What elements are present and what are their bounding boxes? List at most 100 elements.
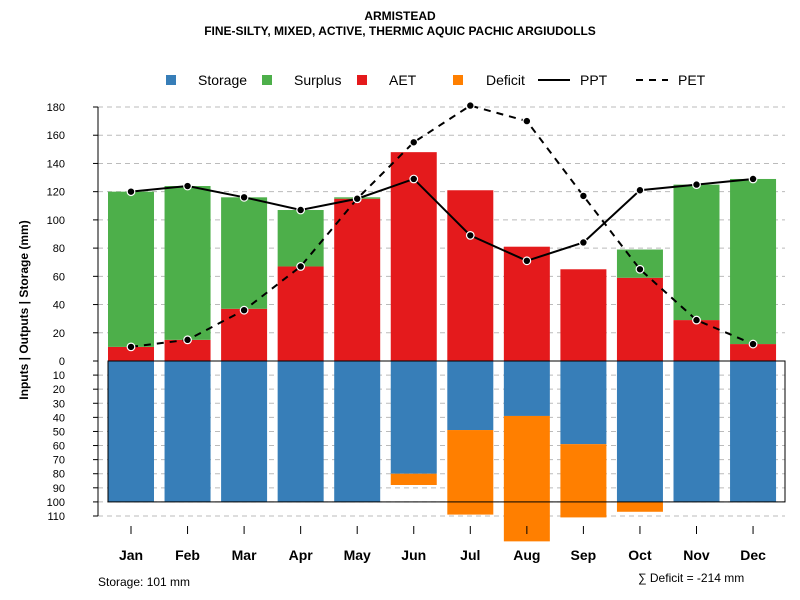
ppt-point [579,238,588,247]
deficit-bar [560,444,607,518]
x-tick-label: Aug [513,547,540,563]
y-tick-label: 180 [47,102,65,114]
legend: Storage Surplus AET Deficit PPT PET [166,72,706,88]
y-tick-label: 80 [53,469,65,481]
legend-swatch-aet [357,75,367,85]
y-tick-label: 20 [53,328,65,340]
ppt-point [239,192,249,202]
y-tick-label: 100 [47,497,65,509]
axes [93,106,786,534]
ppt-point [692,180,701,190]
pet-point [465,101,475,110]
legend-label-deficit: Deficit [486,72,525,88]
deficit-note: ∑ Deficit = -214 mm [638,571,744,585]
surplus-bar [164,186,211,340]
ppt-point [748,174,758,184]
x-tick-label: Apr [289,547,314,563]
deficit-bar [503,415,550,542]
legend-swatch-storage [166,75,176,85]
storage-bar [503,361,550,416]
ppt-point [409,174,419,184]
storage-note: Storage: 101 mm [98,575,190,589]
aet-bar [560,269,607,361]
y-tick-label: 80 [53,243,65,255]
legend-label-ppt: PPT [580,72,608,88]
x-tick-label: Mar [232,547,257,563]
pet-point [296,262,306,271]
pet-point [522,116,532,126]
pet-point [748,339,758,349]
ppt-line [130,177,754,262]
pet-point [635,264,645,274]
aet-bar [221,308,268,361]
legend-label-surplus: Surplus [294,72,341,88]
axis-labels: 0 20 40 60 80 100 120 140 160 180 10 20 30 40 50 60 70 80… [47,102,766,563]
y-tick-label: 30 [53,398,65,410]
y-tick-label: 50 [53,426,65,438]
aet-bar [730,344,777,361]
x-tick-label: Jun [401,547,426,563]
surplus-bar [730,178,777,345]
storage-bar [560,361,607,445]
y-tick-label: 10 [53,370,65,382]
pet-line [130,104,754,348]
y-tick-label: 120 [47,187,65,199]
aet-bar [447,190,494,361]
legend-label-aet: AET [389,72,417,88]
x-tick-label: May [344,547,371,563]
aet-bar [164,339,211,361]
ppt-point [296,205,306,215]
ppt-point [183,181,192,191]
y-tick-label: 110 [47,511,65,523]
aet-bar [503,246,550,361]
x-tick-label: Nov [683,547,710,563]
storage-bar [108,361,154,502]
y-tick-label: 100 [47,215,65,227]
x-tick-label: Oct [628,547,652,563]
y-axis-title: Inputs | Outputs | Storage (mm) [17,220,31,399]
y-tick-label: 60 [53,271,65,283]
y-tick-label: 60 [53,441,65,453]
storage-bar [447,361,494,431]
x-tick-label: Jul [460,547,480,563]
aet-bar [616,277,663,361]
storage-bar [616,361,663,502]
y-tick-label: 90 [53,483,65,495]
aet-bar [673,320,720,361]
y-tick-label: 70 [53,455,65,467]
ppt-point [635,185,645,195]
storage-bar [334,361,381,502]
surplus-bar [108,191,154,347]
y-tick-label: 40 [53,300,65,312]
aet-bar [277,266,324,361]
storage-bar [390,361,437,474]
pet-point [239,305,249,315]
legend-label-pet: PET [678,72,706,88]
y-tick-label: 0 [59,356,65,368]
pet-point [579,191,588,201]
y-tick-label: 140 [47,158,65,170]
aet-bar [108,346,154,361]
ppt-point [126,187,136,197]
y-tick-label: 40 [53,412,65,424]
pet-point [692,315,701,325]
x-tick-label: Feb [175,547,200,563]
x-tick-label: Sep [571,547,597,563]
pet-point [352,194,362,204]
storage-bar [164,361,211,502]
x-tick-label: Dec [740,547,766,563]
surplus-bar [673,184,720,321]
storage-bar [673,361,720,502]
storage-bar [277,361,324,502]
pet-point [409,137,419,147]
deficit-bar [616,501,663,512]
surplus-bar [277,210,324,267]
deficit-bar [390,473,437,485]
legend-swatch-deficit [453,75,463,85]
x-tick-label: Jan [119,547,143,563]
ppt-point [465,231,475,240]
lines [126,101,758,352]
storage-bar [221,361,268,502]
grid [98,106,785,517]
